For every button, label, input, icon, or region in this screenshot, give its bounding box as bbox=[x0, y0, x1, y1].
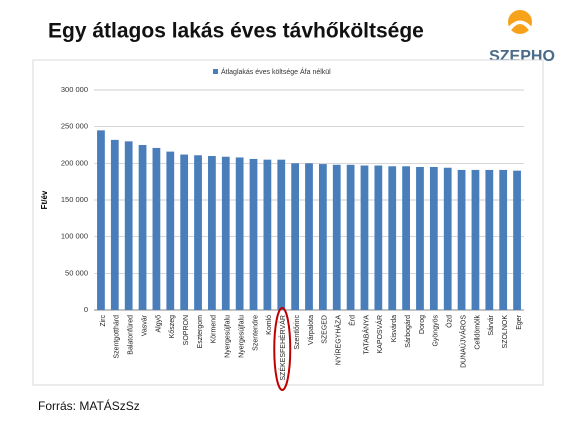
x-tick-label: Ózd bbox=[445, 315, 454, 328]
y-tick-label: 0 bbox=[84, 305, 88, 314]
legend-swatch bbox=[213, 69, 218, 74]
bar bbox=[360, 165, 369, 310]
bar bbox=[499, 169, 508, 310]
x-tick-label: Kőszeg bbox=[169, 315, 176, 338]
x-tick-label: SZOLNOK bbox=[502, 315, 509, 349]
logo-icon bbox=[503, 10, 537, 35]
y-tick-label: 100 000 bbox=[61, 232, 88, 241]
y-tick-label: 300 000 bbox=[61, 85, 88, 94]
y-tick-label: 50 000 bbox=[65, 268, 88, 277]
bar bbox=[457, 169, 466, 310]
bar bbox=[194, 155, 202, 310]
bar bbox=[471, 169, 480, 310]
x-tick-label: Körmend bbox=[211, 315, 218, 344]
y-axis-label: Ft/év bbox=[40, 190, 49, 209]
x-tick-label: Sárbogárd bbox=[405, 315, 412, 348]
highlight-ring bbox=[273, 307, 292, 391]
bar bbox=[152, 147, 161, 310]
x-tick-label: Dorog bbox=[419, 315, 426, 334]
bar bbox=[97, 130, 105, 310]
bar bbox=[318, 164, 327, 310]
x-tick-label: TATABÁNYA bbox=[361, 315, 370, 355]
bar bbox=[485, 169, 494, 310]
x-tick-label: SZEGED bbox=[322, 315, 329, 344]
x-tick-label: Szentendre bbox=[252, 315, 259, 351]
x-tick-label: Sárvár bbox=[488, 314, 495, 335]
bar bbox=[138, 145, 147, 310]
x-tick-label: KAPOSVÁR bbox=[375, 315, 384, 354]
bar bbox=[402, 166, 410, 310]
x-tick-label: DUNAÚJVÁROS bbox=[458, 315, 467, 368]
bar bbox=[235, 157, 244, 310]
bar bbox=[429, 167, 438, 310]
bar bbox=[388, 166, 397, 310]
bar bbox=[513, 170, 521, 310]
bar bbox=[263, 159, 272, 310]
bar bbox=[208, 156, 216, 310]
bar bbox=[291, 163, 300, 310]
x-tick-label: Várpalota bbox=[308, 315, 315, 345]
x-tick-label: Érd bbox=[347, 315, 356, 326]
x-tick-label: Vasvár bbox=[141, 314, 148, 336]
bar bbox=[166, 151, 175, 310]
x-tick-label: Kisvárda bbox=[391, 315, 398, 342]
slide-title: Egy átlagos lakás éves távhőköltsége bbox=[48, 20, 424, 43]
x-tick-label: Szentgotthárd bbox=[114, 315, 121, 359]
y-tick-label: 200 000 bbox=[61, 158, 88, 167]
x-tick-label: Komló bbox=[266, 315, 273, 335]
y-tick-label: 150 000 bbox=[61, 195, 88, 204]
x-tick-label: Zirc bbox=[100, 315, 107, 327]
bar bbox=[249, 158, 258, 310]
x-tick-label: Nyergesújfalu bbox=[225, 315, 232, 358]
x-tick-label: Esztergom bbox=[197, 315, 204, 349]
bar bbox=[180, 154, 189, 310]
x-tick-label: SZÉKESFEHÉRVÁR bbox=[278, 315, 287, 381]
x-tick-label: SOPRON bbox=[183, 315, 190, 345]
bar bbox=[346, 164, 355, 310]
bar bbox=[332, 164, 341, 310]
bar bbox=[277, 159, 286, 310]
bar bbox=[124, 141, 133, 310]
bar bbox=[305, 163, 313, 310]
bar bbox=[416, 167, 424, 310]
x-tick-label: NYÍREGYHÁZA bbox=[334, 315, 343, 366]
bar bbox=[221, 156, 230, 310]
legend-label: Átlaglakás éves költsége Áfa nélkül bbox=[221, 67, 331, 76]
bar bbox=[374, 165, 383, 310]
x-tick-label: Balatonfüred bbox=[128, 315, 135, 355]
x-tick-label: Szentlőrinc bbox=[294, 315, 301, 350]
x-tick-label: Eger bbox=[516, 314, 523, 329]
x-tick-label: Algyő bbox=[155, 315, 162, 333]
x-tick-label: Gyöngyös bbox=[433, 315, 440, 347]
x-tick-label: Celldömölk bbox=[474, 315, 481, 350]
x-tick-label: Nyergesújfalu bbox=[238, 315, 245, 358]
y-tick-label: 250 000 bbox=[61, 122, 88, 131]
source: Forrás: MATÁSzSz bbox=[38, 398, 140, 413]
bar bbox=[110, 139, 119, 310]
bar bbox=[443, 167, 452, 310]
